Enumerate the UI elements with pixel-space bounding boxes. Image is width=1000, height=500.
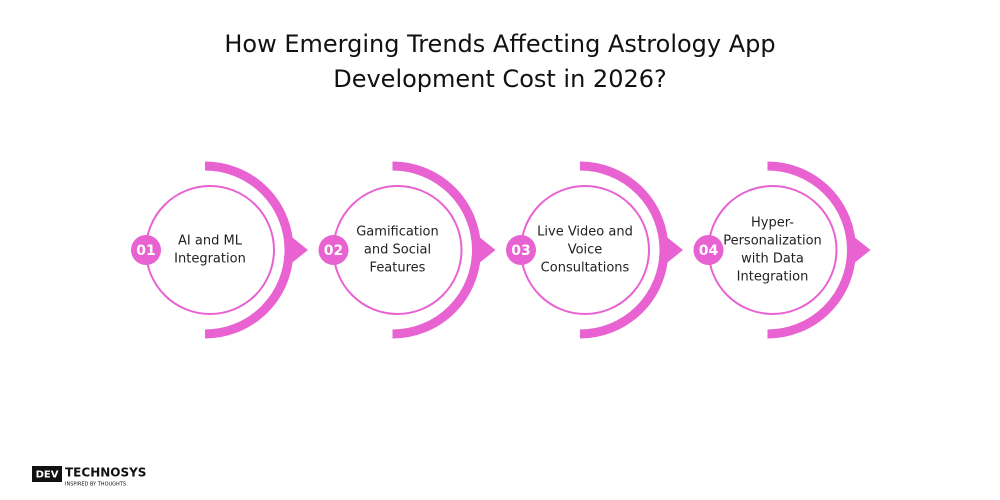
step-circle <box>707 185 838 315</box>
step-label: Features <box>370 261 426 276</box>
logo: DEV TECHNOSYS INSPIRED BY THOUGHTS <box>32 466 146 488</box>
step-number: 01 <box>136 243 155 259</box>
logo-brand: TECHNOSYS <box>65 466 146 480</box>
logo-tagline: INSPIRED BY THOUGHTS <box>65 482 126 488</box>
step-arrow <box>850 234 871 266</box>
step-label: with Data <box>741 252 804 267</box>
step-label: Live Video and <box>537 225 633 240</box>
logo-brand: DEV <box>36 470 59 481</box>
step-arc <box>204 161 294 339</box>
step-circle <box>145 185 275 315</box>
title-line: Development Cost in 2026? <box>333 65 667 93</box>
step-badge <box>693 235 724 265</box>
step-badge <box>131 235 161 265</box>
step-arrow <box>288 234 308 266</box>
step-arrow <box>475 234 496 266</box>
title-line: How Emerging Trends Affecting Astrology … <box>224 30 775 58</box>
step-label: Voice <box>568 243 603 258</box>
step-badge <box>506 235 536 265</box>
step-number: 03 <box>511 243 530 259</box>
step-arc <box>767 161 856 339</box>
step-label: Gamification <box>356 225 439 240</box>
step-label: AI and ML <box>178 234 243 249</box>
step-label: Hyper- <box>751 216 794 231</box>
logo-box <box>32 466 62 482</box>
step-badge <box>318 235 349 265</box>
step-number: 04 <box>699 243 719 259</box>
step-label: Personalization <box>723 234 822 249</box>
step-label: Integration <box>737 270 809 285</box>
step-label: Consultations <box>541 261 630 276</box>
step-label: Integration <box>174 252 246 267</box>
step-arrow <box>663 234 683 266</box>
step-number: 02 <box>324 243 343 259</box>
step-label: and Social <box>364 243 431 258</box>
